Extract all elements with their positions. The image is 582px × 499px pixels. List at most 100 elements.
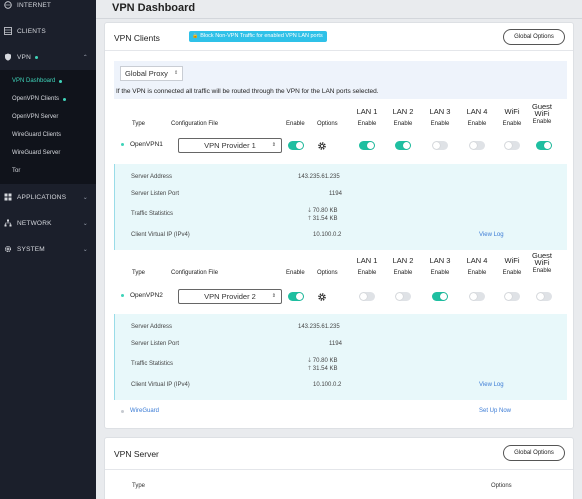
nav-internet-label: INTERNET <box>17 1 52 9</box>
global-options-button[interactable]: Global Options <box>503 445 565 461</box>
lan4-toggle[interactable] <box>469 141 485 150</box>
config-file-select[interactable]: VPN Provider 1 ⇕ <box>178 138 282 153</box>
virtual-ip-value: 10.100.0.2 <box>313 232 342 238</box>
proxy-select-value: Global Proxy <box>125 69 168 78</box>
nav-vpn[interactable]: VPN ⌃ <box>0 44 96 70</box>
divider <box>96 18 582 19</box>
card-title: VPN Clients <box>114 33 160 43</box>
traffic-label: Traffic Statistics <box>131 361 174 367</box>
th-lan4-sub: Enable <box>467 121 487 127</box>
sidebar-item-label: OpenVPN Clients <box>12 96 60 102</box>
nav-system[interactable]: SYSTEM ⌄ <box>0 236 96 262</box>
card-title: VPN Server <box>114 449 159 459</box>
traffic-down: 🡓 70.80 KB <box>308 206 337 216</box>
lan1-toggle[interactable] <box>359 141 375 150</box>
view-log-link[interactable]: View Log <box>479 382 504 388</box>
lan3-toggle[interactable] <box>432 292 448 301</box>
gear-icon[interactable] <box>317 141 327 151</box>
th-guest-sub: Enable <box>532 268 552 274</box>
nav-applications[interactable]: APPLICATIONS ⌄ <box>0 184 96 210</box>
th-enable: Enable <box>286 270 305 276</box>
sidebar-item-label: Tor <box>12 168 21 174</box>
th-lan4-title: LAN 4 <box>466 256 488 265</box>
th-lan4: LAN 4 Enable <box>466 257 488 277</box>
clients-icon <box>4 27 12 35</box>
sidebar-item-label: WireGuard Clients <box>12 132 62 138</box>
nav-vpn-label: VPN <box>17 53 31 61</box>
server-address-value: 143.235.61.235 <box>298 174 340 180</box>
th-lan1-title: LAN 1 <box>356 107 378 116</box>
th-lan1: LAN 1 Enable <box>356 108 378 128</box>
nav-clients[interactable]: CLIENTS <box>0 18 96 44</box>
wireguard-label: WireGuard <box>130 408 160 414</box>
sidebar-item-wireguard-clients[interactable]: WireGuard Clients <box>0 126 96 144</box>
guest-wifi-toggle[interactable] <box>536 292 552 301</box>
shield-icon <box>4 53 12 61</box>
sidebar-item-openvpn-server[interactable]: OpenVPN Server <box>0 108 96 126</box>
th-guest-wifi: Guest WiFi Enable <box>530 103 554 126</box>
listen-port-value: 1194 <box>329 341 342 347</box>
lan3-toggle[interactable] <box>432 141 448 150</box>
sidebar-item-vpn-dashboard[interactable]: VPN Dashboard <box>0 72 96 90</box>
guest-wifi-toggle[interactable] <box>536 141 552 150</box>
gear-icon[interactable] <box>317 292 327 302</box>
status-dot <box>63 97 67 101</box>
enable-toggle[interactable] <box>288 141 304 150</box>
lan1-toggle[interactable] <box>359 292 375 301</box>
main-content: VPN Dashboard VPN Clients 🔒 Block Non-VP… <box>96 0 582 499</box>
set-up-now-link[interactable]: Set Up Now <box>479 408 512 414</box>
lan4-toggle[interactable] <box>469 292 485 301</box>
config-file-value: VPN Provider 2 <box>204 292 256 301</box>
wireguard-row: WireGuard Set Up Now <box>105 406 573 420</box>
proxy-panel: Global Proxy ⇕ If the VPN is connected a… <box>114 61 567 99</box>
sidebar-item-openvpn-clients[interactable]: OpenVPN Clients <box>0 90 96 108</box>
th-lan1-title: LAN 1 <box>356 256 378 265</box>
nav-internet[interactable]: INTERNET <box>0 0 96 10</box>
wifi-toggle[interactable] <box>504 141 520 150</box>
vpn-clients-card: VPN Clients 🔒 Block Non-VPN Traffic for … <box>104 22 574 429</box>
traffic-up-value: 31.54 KB <box>312 216 338 222</box>
th-type: Type <box>132 121 146 127</box>
listen-port-value: 1194 <box>329 191 342 197</box>
lock-icon: 🔒 <box>192 33 199 39</box>
th-lan3-title: LAN 3 <box>429 107 451 116</box>
lan2-toggle[interactable] <box>395 141 411 150</box>
th-wifi-sub: Enable <box>502 270 522 276</box>
traffic-down: 🡓 70.80 KB <box>308 356 337 366</box>
apps-icon <box>4 193 12 201</box>
vpn-client-row-2: OpenVPN2 VPN Provider 2 ⇕ <box>105 285 573 307</box>
th-wifi: WiFi Enable <box>501 108 523 128</box>
th-enable: Enable <box>286 121 305 127</box>
proxy-mode-select[interactable]: Global Proxy ⇕ <box>120 66 184 81</box>
nav-system-label: SYSTEM <box>17 245 45 253</box>
global-options-button[interactable]: Global Options <box>503 29 565 45</box>
vpn-type-label: OpenVPN <box>130 292 160 299</box>
sidebar-item-wireguard-server[interactable]: WireGuard Server <box>0 144 96 162</box>
lan2-toggle[interactable] <box>395 292 411 301</box>
th-lan3-sub: Enable <box>430 270 450 276</box>
gear-icon <box>4 245 12 253</box>
wifi-toggle[interactable] <box>504 292 520 301</box>
view-log-link[interactable]: View Log <box>479 232 504 238</box>
traffic-up: 🡑 31.54 KB <box>308 214 337 224</box>
nav-network-label: NETWORK <box>17 219 52 227</box>
listen-port-label: Server Listen Port <box>131 191 180 197</box>
th-wifi-title: WiFi <box>504 256 520 265</box>
th-guest-title2: WiFi <box>534 109 550 118</box>
enable-toggle[interactable] <box>288 292 304 301</box>
traffic-down-value: 70.80 KB <box>312 358 338 364</box>
th-wifi: WiFi Enable <box>501 257 523 277</box>
server-address-value: 143.235.61.235 <box>298 324 340 330</box>
config-file-select[interactable]: VPN Provider 2 ⇕ <box>178 289 282 304</box>
traffic-label: Traffic Statistics <box>131 211 174 217</box>
sidebar-item-tor[interactable]: Tor <box>0 162 96 180</box>
sidebar-item-label: OpenVPN Server <box>12 114 59 120</box>
sidebar-item-label: WireGuard Server <box>12 150 61 156</box>
vpn-index: 2 <box>159 292 163 299</box>
th-type: Type <box>132 270 146 276</box>
th-lan4-title: LAN 4 <box>466 107 488 116</box>
chevron-down-icon: ⌄ <box>82 246 88 253</box>
nav-network[interactable]: NETWORK ⌄ <box>0 210 96 236</box>
select-arrows-icon: ⇕ <box>271 142 276 148</box>
th-lan3-sub: Enable <box>430 121 450 127</box>
